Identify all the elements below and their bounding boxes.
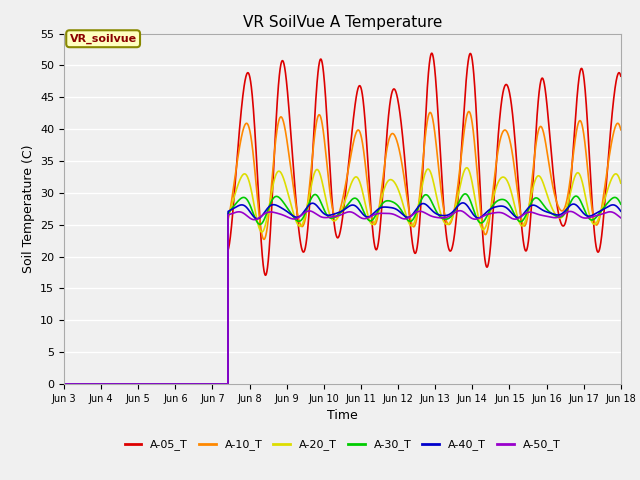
Title: VR SoilVue A Temperature: VR SoilVue A Temperature	[243, 15, 442, 30]
X-axis label: Time: Time	[327, 409, 358, 422]
Legend: A-05_T, A-10_T, A-20_T, A-30_T, A-40_T, A-50_T: A-05_T, A-10_T, A-20_T, A-30_T, A-40_T, …	[120, 435, 564, 455]
Text: VR_soilvue: VR_soilvue	[70, 34, 137, 44]
Y-axis label: Soil Temperature (C): Soil Temperature (C)	[22, 144, 35, 273]
